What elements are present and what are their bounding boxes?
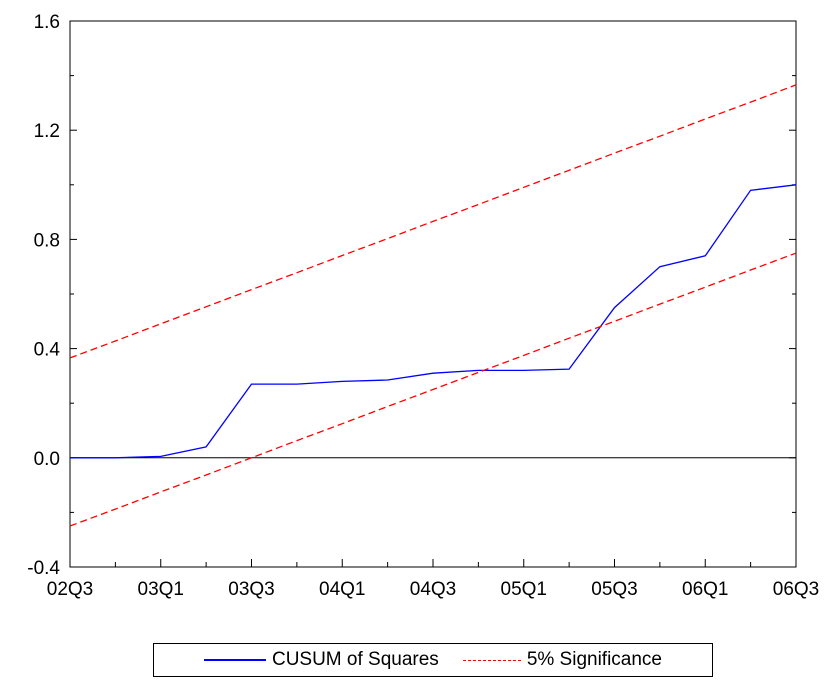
legend-item-significance: 5% Significance [462, 649, 663, 671]
legend-label-cusum: CUSUM of Squares [271, 649, 439, 670]
cusum-of-squares-line [70, 184, 797, 459]
x-tick-label: 06Q1 [682, 579, 728, 600]
x-tick-label: 03Q3 [228, 579, 274, 600]
x-tick-label: 05Q3 [591, 579, 637, 600]
lower-significance-line [69, 252, 797, 527]
legend-label-significance: 5% Significance [526, 649, 663, 670]
upper-significance-line [69, 84, 797, 359]
series-layer [69, 84, 797, 527]
x-tick-label: 06Q3 [773, 579, 819, 600]
x-axis: 02Q3 03Q1 03Q3 04Q1 04Q3 05Q1 05Q3 06Q1 06Q3 [47, 559, 819, 600]
y-tick-label: 1.2 [34, 121, 60, 142]
x-tick-label: 02Q3 [47, 579, 93, 600]
legend-item-cusum: CUSUM of Squares [203, 649, 439, 671]
x-tick-label: 04Q3 [410, 579, 456, 600]
y-tick-label: 0.8 [34, 230, 60, 251]
legend-swatch-significance [462, 659, 521, 661]
chart-legend: CUSUM of Squares 5% Significance [153, 643, 713, 677]
x-tick-label: 04Q1 [319, 579, 365, 600]
y-axis: -0.4 0.0 0.4 0.8 1.2 1.6 [27, 12, 796, 579]
legend-swatch-cusum [203, 659, 266, 661]
y-tick-label: 1.6 [34, 12, 60, 33]
x-tick-label: 03Q1 [138, 579, 184, 600]
y-tick-label: 0.4 [34, 340, 61, 361]
y-tick-label: -0.4 [27, 558, 60, 579]
x-tick-label: 05Q1 [501, 579, 547, 600]
y-tick-label: 0.0 [34, 449, 60, 470]
